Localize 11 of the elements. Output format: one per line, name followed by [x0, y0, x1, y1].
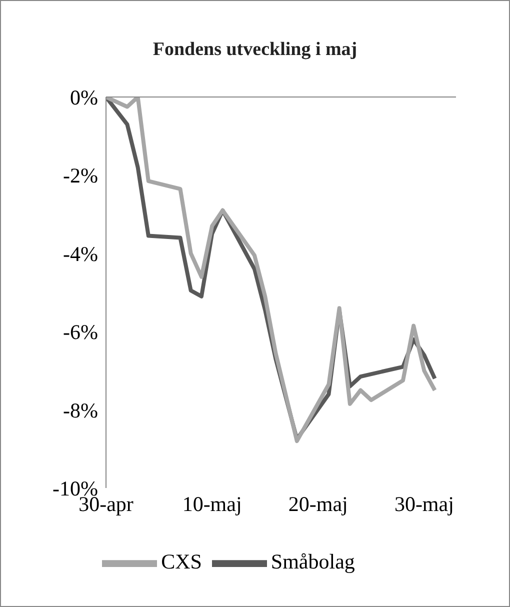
- legend-label: Småbolag: [270, 549, 355, 574]
- chart-title: Fondens utveckling i maj: [152, 39, 358, 61]
- y-tick-label: -2%: [63, 164, 98, 188]
- y-tick-label: -4%: [63, 242, 98, 266]
- y-tick-label: -6%: [63, 320, 98, 344]
- x-tick-label: 10-maj: [182, 492, 242, 516]
- legend-label: CXS: [161, 549, 202, 574]
- x-tick-label: 30-maj: [394, 492, 454, 516]
- y-tick-label: 0%: [70, 85, 98, 110]
- x-tick-label: 20-maj: [288, 492, 348, 516]
- y-tick-label: -8%: [63, 398, 98, 422]
